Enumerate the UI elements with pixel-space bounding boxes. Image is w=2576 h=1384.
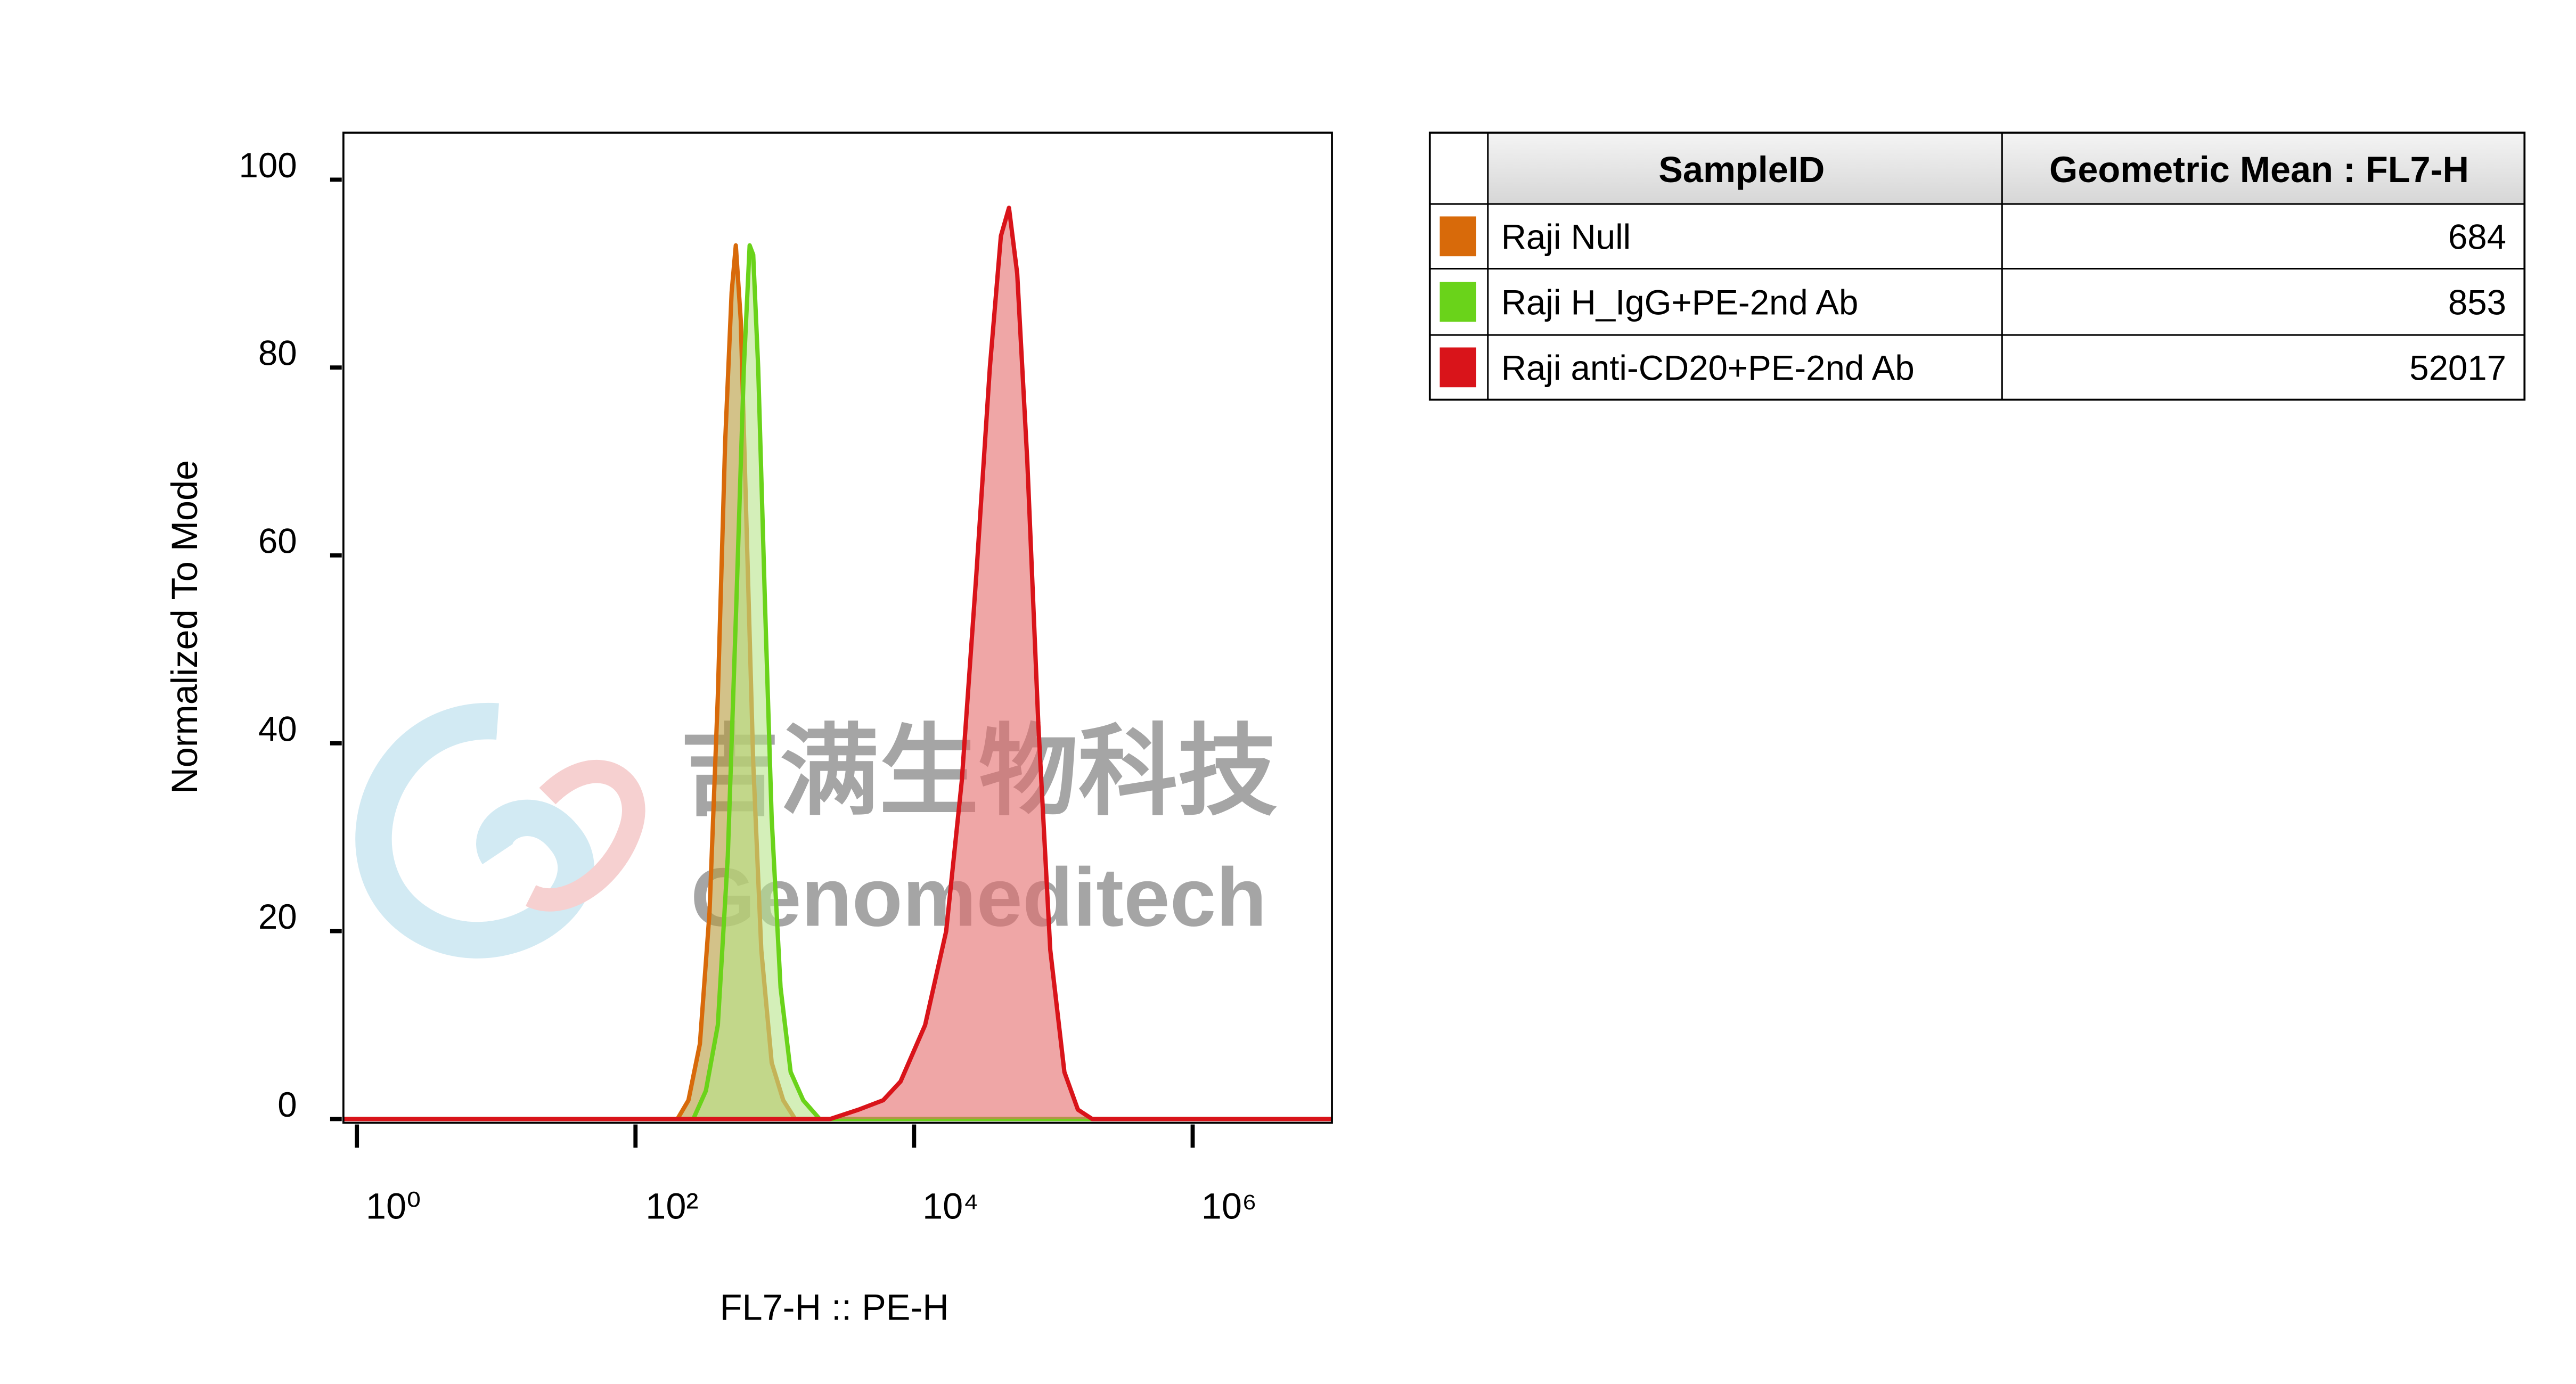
- x-tick-label: 10⁶: [1201, 1186, 1257, 1227]
- x-tick-label: 10⁰: [366, 1186, 421, 1227]
- stats-table: SampleID Geometric Mean : FL7-H Raji Nul…: [1428, 132, 2526, 401]
- y-tick-label: 60: [258, 521, 297, 560]
- legend-swatch: [1440, 282, 1476, 322]
- histogram-area: [343, 245, 1332, 1119]
- table-header-bg: [1487, 133, 2525, 204]
- histogram-area: [343, 245, 1332, 1119]
- plot: 0 20 40 60 80 100 10⁰ 10² 10⁴ 10⁶: [239, 146, 1332, 1227]
- histogram-area: [343, 208, 1332, 1119]
- histogram-line: [343, 243, 1332, 1121]
- plot-frame: [342, 132, 1333, 1124]
- sample-name: Raji Null: [1501, 217, 1631, 256]
- geometric-mean: 52017: [2409, 348, 2506, 387]
- table-frame: [1428, 132, 2526, 401]
- y-tick-label: 80: [258, 334, 297, 373]
- y-tick-label: 100: [239, 146, 297, 185]
- x-axis-title: FL7-H :: PE-H: [720, 1287, 949, 1328]
- histogram-line: [343, 206, 1332, 1121]
- sample-name: Raji H_IgG+PE-2nd Ab: [1501, 283, 1859, 322]
- x-tick-label: 10²: [645, 1186, 698, 1227]
- y-tick-label: 20: [258, 897, 297, 936]
- table-header: SampleID: [1658, 149, 1825, 190]
- y-tick-label: 40: [258, 709, 297, 748]
- histogram-line: [343, 243, 1332, 1121]
- legend-swatch: [1440, 216, 1476, 257]
- y-axis-title: Normalized To Mode: [164, 460, 205, 794]
- legend-swatch: [1440, 347, 1476, 388]
- table-header: Geometric Mean : FL7-H: [2049, 149, 2469, 190]
- x-tick-label: 10⁴: [922, 1186, 979, 1227]
- y-tick-label: 0: [277, 1085, 297, 1124]
- geometric-mean: 684: [2448, 217, 2506, 256]
- watermark-logo: [526, 760, 645, 912]
- watermark-logo: [355, 702, 594, 959]
- sample-name: Raji anti-CD20+PE-2nd Ab: [1501, 348, 1915, 387]
- watermark: 吉满生物科技 Genomeditech: [355, 702, 1277, 959]
- geometric-mean: 853: [2448, 283, 2506, 322]
